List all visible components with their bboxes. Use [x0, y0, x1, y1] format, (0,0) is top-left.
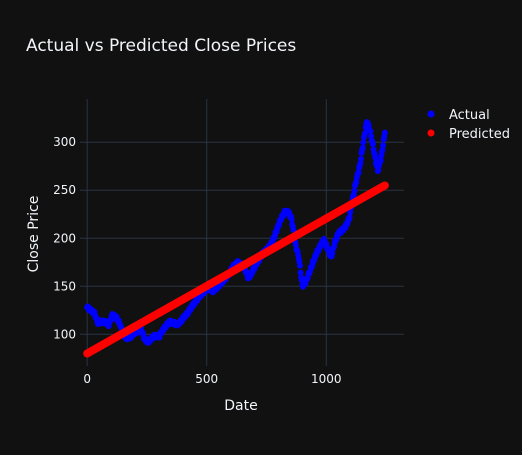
actual-point [346, 214, 353, 221]
actual-point [292, 241, 299, 248]
actual-point [288, 216, 295, 223]
actual-point [360, 139, 367, 146]
x-tick-label: 0 [83, 372, 91, 386]
legend-item-predicted[interactable]: Predicted [427, 127, 511, 142]
y-tick-label: 150 [53, 279, 76, 293]
actual-point [377, 157, 384, 164]
y-axis-label: Close Price [26, 196, 42, 273]
legend[interactable]: Actual Predicted [427, 108, 511, 142]
actual-point [379, 146, 386, 153]
actual-point [368, 132, 375, 139]
y-tick-label: 100 [53, 327, 76, 341]
actual-point [359, 144, 366, 151]
actual-point [372, 154, 379, 161]
actual-point [369, 141, 376, 148]
actual-point [367, 128, 374, 135]
actual-point [381, 129, 388, 136]
legend-label-actual: Actual [449, 108, 490, 123]
chart-title: Actual vs Predicted Close Prices [26, 36, 296, 56]
actual-point [355, 169, 362, 176]
x-axis-label: Date [224, 398, 257, 414]
tick-labels-layer: 0 500 1000 100 150 200 250 300 [53, 135, 341, 386]
y-tick-label: 200 [53, 231, 76, 245]
actual-point [297, 269, 304, 276]
legend-label-predicted: Predicted [449, 127, 510, 142]
actual-point [357, 155, 364, 162]
actual-point [351, 187, 358, 194]
actual-point [357, 160, 364, 167]
actual-point [380, 142, 387, 149]
actual-point [296, 262, 303, 269]
legend-item-actual[interactable]: Actual [427, 108, 490, 123]
legend-marker-predicted [427, 129, 435, 137]
predicted-point [380, 181, 389, 190]
x-tick-label: 500 [195, 372, 218, 386]
y-tick-label: 300 [53, 135, 76, 149]
y-tick-label: 250 [53, 183, 76, 197]
x-tick-label: 1000 [311, 372, 342, 386]
actual-point [329, 250, 336, 257]
data-points-layer [83, 119, 389, 358]
actual-point [290, 226, 297, 233]
legend-marker-actual [427, 110, 435, 118]
